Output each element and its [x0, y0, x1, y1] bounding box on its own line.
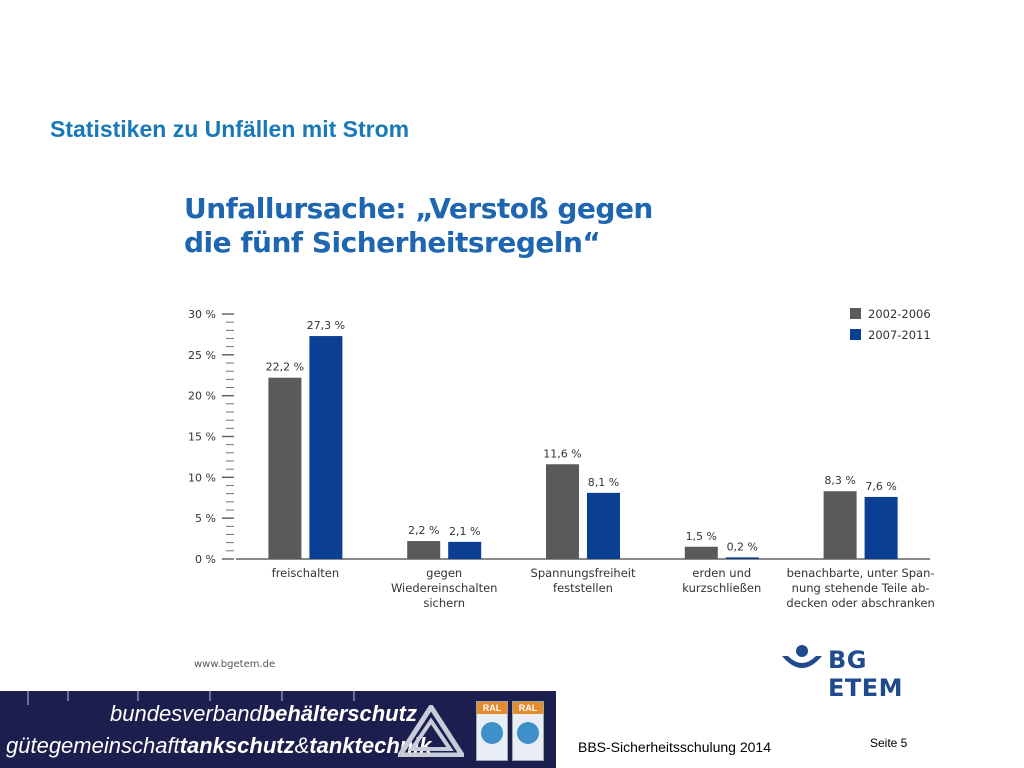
category-label: benachbarte, unter Span-: [787, 566, 935, 580]
chart-title: Unfallursache: „Verstoß gegen die fünf S…: [184, 192, 653, 260]
y-tick-label: 10 %: [188, 471, 216, 484]
triangle-logo-icon: [398, 705, 464, 757]
category-label: decken oder abschranken: [786, 596, 934, 610]
page-number: Seite 5: [870, 736, 908, 750]
legend-label: 2007-2011: [868, 328, 931, 342]
legend-swatch: [850, 329, 861, 340]
brand-name: BG ETEM: [828, 646, 904, 702]
data-label: 11,6 %: [543, 447, 581, 460]
bar: [268, 377, 302, 559]
category-label: sichern: [423, 596, 465, 610]
bar: [725, 557, 759, 559]
category-label: kurzschließen: [682, 581, 761, 595]
ral-badge-right: RAL: [512, 701, 544, 761]
bar: [587, 492, 620, 559]
data-label: 2,1 %: [449, 525, 480, 538]
category-label: gegen: [426, 566, 462, 580]
ral-seal-icon: [517, 722, 539, 744]
banner-community: gütegemeinschaft: [6, 733, 180, 758]
source-link[interactable]: www.bgetem.de: [194, 659, 276, 670]
slide-title: Statistiken zu Unfällen mit Strom: [50, 116, 410, 142]
category-label: Spannungsfreiheit: [531, 566, 636, 580]
chart-title-line2: die fünf Sicherheitsregeln“: [184, 226, 601, 259]
bar: [864, 496, 898, 559]
banner-association: bundesverband: [110, 701, 262, 726]
ral-badge-left: RAL: [476, 701, 508, 761]
bg-etem-logo: BG ETEM: [780, 642, 940, 702]
data-label: 7,6 %: [865, 480, 896, 493]
data-label: 22,2 %: [266, 361, 304, 374]
y-tick-label: 25 %: [188, 349, 216, 362]
data-label: 0,2 %: [727, 540, 758, 553]
banner-line2: gütegemeinschafttankschutz&tanktechnik: [6, 733, 432, 759]
legend-label: 2002-2006: [868, 307, 931, 321]
data-label: 2,2 %: [408, 524, 439, 537]
y-tick-label: 5 %: [195, 512, 216, 525]
y-tick-label: 20 %: [188, 390, 216, 403]
category-label: erden und: [692, 566, 751, 580]
bar: [823, 491, 857, 559]
category-label: feststellen: [553, 581, 613, 595]
category-label: freischalten: [272, 566, 340, 580]
bar: [448, 541, 482, 559]
data-label: 8,3 %: [824, 474, 855, 487]
footer-text: BBS-Sicherheitsschulung 2014: [578, 739, 772, 755]
banner-ampersand: &: [294, 733, 310, 758]
category-label: nung stehende Teile ab-: [792, 581, 930, 595]
banner-decoration: [27, 691, 355, 705]
bar-chart: 0 % 5 % 10 % 15 % 20 % 25 % 30 % 22,2 % 27,3 % fr…: [188, 307, 935, 610]
bar: [309, 336, 343, 559]
chart-title-line1: Unfallursache: „Verstoß gegen: [184, 192, 653, 225]
data-label: 1,5 %: [686, 530, 717, 543]
banner-tankschutz: tankschutz: [179, 733, 295, 758]
ral-badge-right-label: RAL: [513, 702, 543, 714]
legend-swatch: [850, 308, 861, 319]
footer-banner: bundesverbandbehälterschutz gütegemeinsc…: [0, 691, 556, 768]
bg-etem-logo-icon: [782, 645, 822, 668]
bar: [684, 546, 718, 559]
ral-seal-icon: [481, 722, 503, 744]
data-label: 8,1 %: [588, 476, 619, 489]
ral-badge-left-label: RAL: [477, 702, 507, 714]
y-tick-label: 0 %: [195, 553, 216, 566]
data-label: 27,3 %: [307, 319, 345, 332]
banner-line1: bundesverbandbehälterschutz: [110, 701, 417, 727]
category-label: Wiedereinschalten: [391, 581, 498, 595]
banner-association-bold: behälterschutz: [261, 701, 417, 726]
chart-panel: Unfallursache: „Verstoß gegen die fünf S…: [166, 178, 952, 702]
y-tick-label: 30 %: [188, 308, 216, 321]
bar: [407, 541, 441, 559]
y-tick-label: 15 %: [188, 431, 216, 444]
bar: [546, 464, 579, 559]
